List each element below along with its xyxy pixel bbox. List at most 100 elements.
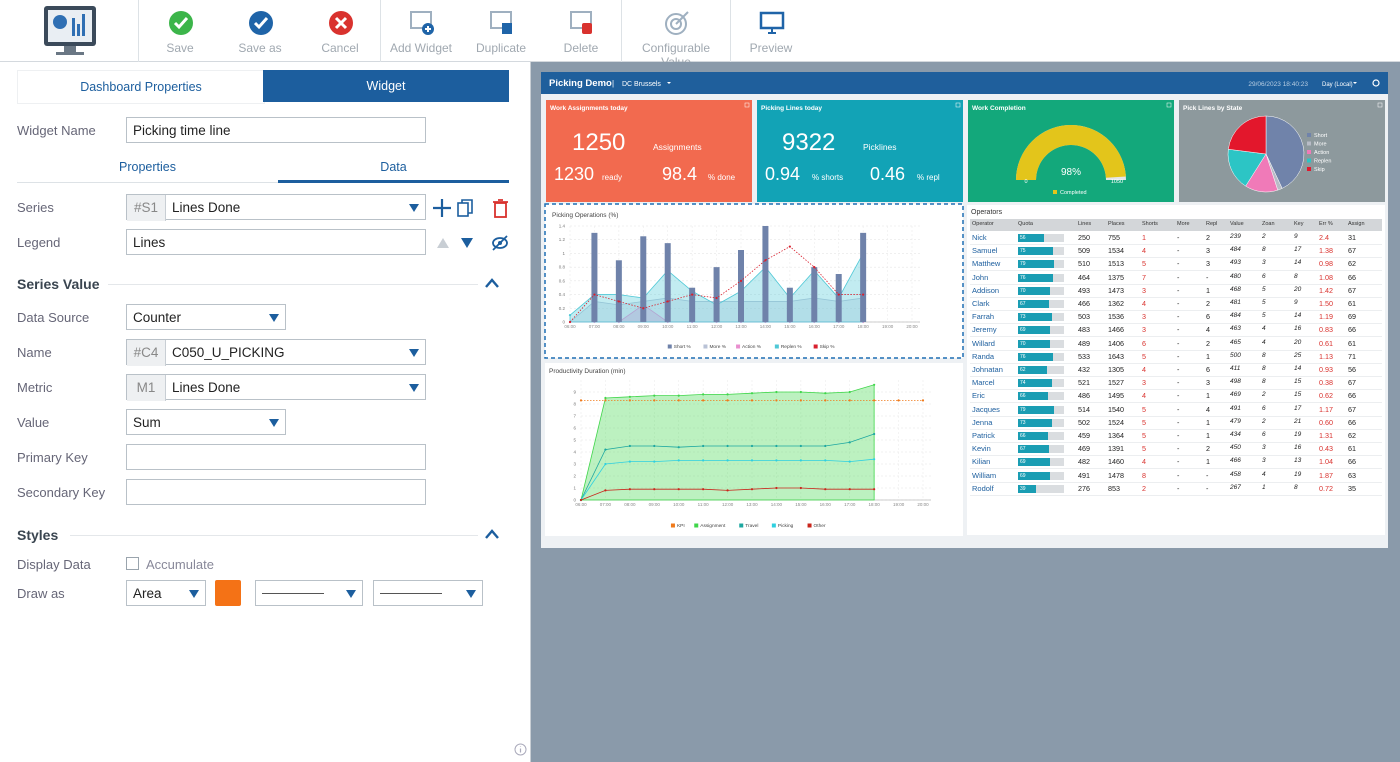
bar xyxy=(591,233,597,322)
legend-swatch xyxy=(668,345,672,349)
row-divider xyxy=(970,402,1382,403)
add-widget-button[interactable]: Add Widget xyxy=(376,0,466,62)
point xyxy=(629,461,631,463)
text-input[interactable] xyxy=(126,479,426,505)
table-cell: 521 xyxy=(1078,378,1090,387)
divider xyxy=(108,284,478,285)
section-title: Series Value xyxy=(17,276,100,292)
quota-bar: 67 xyxy=(1018,445,1049,453)
delete-button[interactable]: Delete xyxy=(536,0,626,62)
subtab[interactable]: Properties xyxy=(17,160,278,174)
collapse-icon[interactable] xyxy=(484,528,500,540)
preview-button[interactable]: Preview xyxy=(726,0,816,62)
operator-name: Addison xyxy=(972,286,999,295)
chart-title: Productivity Duration (min) xyxy=(549,368,626,375)
tab[interactable]: Dashboard Properties xyxy=(17,70,265,104)
cancel-button[interactable]: Cancel xyxy=(295,0,385,62)
table-cell: 3 xyxy=(1262,259,1266,266)
duplicate-button[interactable]: Duplicate xyxy=(456,0,546,62)
select[interactable]: Counter xyxy=(126,304,286,330)
text-input[interactable]: Lines xyxy=(126,229,426,255)
point xyxy=(593,293,595,295)
x-tick-label: 14:00 xyxy=(771,502,783,507)
x-tick-label: 06:00 xyxy=(575,502,587,507)
hide-icon[interactable] xyxy=(493,236,507,250)
line-style-select[interactable] xyxy=(255,580,363,606)
table-cell: 1 xyxy=(1142,233,1146,242)
row-divider xyxy=(970,429,1382,430)
collapse-icon[interactable] xyxy=(484,277,500,289)
period-select[interactable]: Day (Local) xyxy=(1322,82,1353,88)
section-title: Styles xyxy=(17,527,58,543)
point xyxy=(653,461,655,463)
table-cell: 14 xyxy=(1294,259,1301,266)
table-cell: 1460 xyxy=(1108,457,1124,466)
column-header: Places xyxy=(1108,221,1125,227)
add-icon[interactable] xyxy=(433,199,451,217)
delete-icon[interactable] xyxy=(493,200,508,217)
table-cell: 0.61 xyxy=(1319,339,1333,348)
series-actions xyxy=(432,197,512,219)
save-as-button[interactable]: Save as xyxy=(215,0,305,62)
point xyxy=(604,489,606,491)
table-cell: 69 xyxy=(1348,312,1356,321)
table-cell: 5 xyxy=(1262,286,1266,293)
select[interactable]: Area xyxy=(126,580,206,606)
save-button[interactable]: Save xyxy=(135,0,225,62)
x-tick-label: 20:00 xyxy=(906,324,918,329)
table-cell: 4 xyxy=(1142,299,1146,308)
table-cell: 1478 xyxy=(1108,471,1124,480)
tab-active[interactable]: Widget xyxy=(263,70,509,102)
text-input[interactable] xyxy=(126,444,426,470)
point xyxy=(678,459,680,461)
select[interactable]: M1Lines Done xyxy=(126,374,426,400)
table-cell: 4 xyxy=(1262,339,1266,346)
text-input[interactable]: Picking time line xyxy=(126,117,426,143)
point xyxy=(653,395,655,397)
operator-name: Kilian xyxy=(972,457,990,466)
operator-name: Kevin xyxy=(972,444,991,453)
x-tick-label: 11:00 xyxy=(698,502,709,507)
kpi-label: % shorts xyxy=(812,173,843,182)
legend-swatch xyxy=(775,345,779,349)
table-cell: 19 xyxy=(1294,431,1301,438)
table-cell: 61 xyxy=(1348,339,1356,348)
table-cell: 3 xyxy=(1142,325,1146,334)
legend-swatch xyxy=(1307,142,1311,146)
point xyxy=(702,393,704,395)
info-icon[interactable] xyxy=(514,743,527,756)
row-divider xyxy=(970,350,1382,351)
point xyxy=(678,395,680,397)
location-select[interactable]: DC Brussels xyxy=(622,81,661,88)
subtab-active[interactable]: Data xyxy=(278,160,509,174)
x-tick-label: 10:00 xyxy=(662,324,674,329)
table-cell: 0.83 xyxy=(1319,325,1333,334)
point xyxy=(873,384,875,386)
point xyxy=(653,399,655,401)
table-cell: 482 xyxy=(1078,457,1090,466)
point xyxy=(849,461,851,463)
point xyxy=(873,433,875,435)
move-down-icon[interactable] xyxy=(461,238,473,248)
configurable-value-button[interactable]: Configurable Value xyxy=(631,0,721,62)
point xyxy=(678,446,680,448)
table-cell: 1536 xyxy=(1108,312,1124,321)
table-cell: 17 xyxy=(1294,246,1301,253)
copy-icon[interactable] xyxy=(458,200,472,216)
select[interactable]: #S1Lines Done xyxy=(126,194,426,220)
y-tick-label: 0.2 xyxy=(559,306,566,311)
table-cell: 468 xyxy=(1230,286,1241,293)
table-cell: 8 xyxy=(1262,378,1266,385)
line-width-select[interactable] xyxy=(373,580,483,606)
tile-title: Pick Lines by State xyxy=(1183,105,1243,112)
select[interactable]: Sum xyxy=(126,409,286,435)
legend-swatch xyxy=(772,524,776,528)
color-picker[interactable] xyxy=(215,580,241,606)
table-cell: 62 xyxy=(1348,259,1356,268)
row-divider xyxy=(970,495,1382,496)
checkbox[interactable] xyxy=(126,557,139,570)
kpi-value: 0.94 xyxy=(765,164,800,184)
point xyxy=(678,488,680,490)
select[interactable]: #C4C050_U_PICKING xyxy=(126,339,426,365)
move-up-icon[interactable] xyxy=(437,238,449,248)
